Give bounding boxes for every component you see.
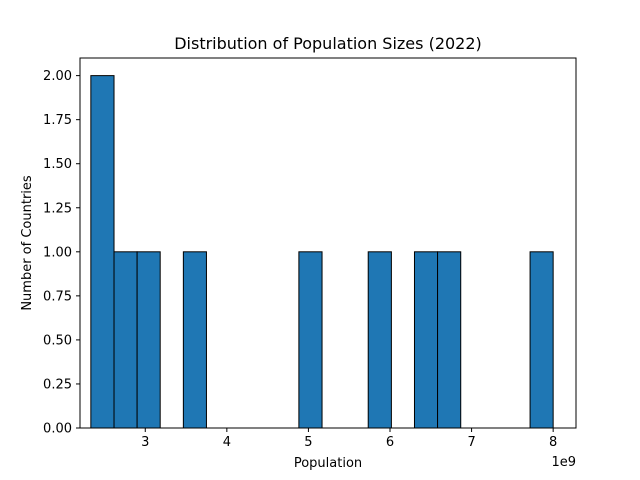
bars-group [90, 75, 554, 429]
histogram-bar [182, 251, 207, 429]
x-tick-label: 8 [549, 435, 557, 450]
y-axis-ticks: 0.00 0.25 0.50 0.75 1.00 1.25 1.50 1.75 2.00 [43, 69, 80, 437]
x-tick-label: 5 [304, 435, 312, 450]
x-tick-label: 7 [467, 435, 475, 450]
x-axis-ticks: 3 4 5 6 7 8 [141, 428, 557, 450]
y-tick-label: 1.50 [43, 157, 72, 172]
y-axis-label: Number of Countries [20, 175, 35, 311]
y-tick-label: 0.25 [43, 377, 72, 392]
histogram-bar [113, 251, 138, 429]
histogram-bar [367, 251, 392, 429]
axes-frame [79, 57, 577, 429]
x-axis-label: Population [294, 456, 362, 471]
chart-title: Distribution of Population Sizes (2022) [174, 34, 482, 53]
x-axis-offset-label: 1e9 [551, 455, 576, 470]
histogram-bar [529, 251, 554, 429]
x-tick-label: 4 [223, 435, 231, 450]
x-tick-label: 6 [386, 435, 394, 450]
histogram-bar [298, 251, 323, 429]
y-tick-label: 0.75 [43, 289, 72, 304]
y-tick-label: 1.25 [43, 201, 72, 216]
y-tick-label: 2.00 [43, 69, 72, 84]
histogram-bar [413, 251, 439, 429]
histogram-bar [90, 75, 115, 429]
histogram-bar [136, 251, 161, 429]
y-tick-label: 1.00 [43, 245, 72, 260]
x-tick-label: 3 [141, 435, 149, 450]
histogram-bar [437, 251, 462, 429]
y-tick-label: 0.50 [43, 333, 72, 348]
y-tick-label: 1.75 [43, 113, 72, 128]
y-tick-label: 0.00 [43, 422, 72, 437]
